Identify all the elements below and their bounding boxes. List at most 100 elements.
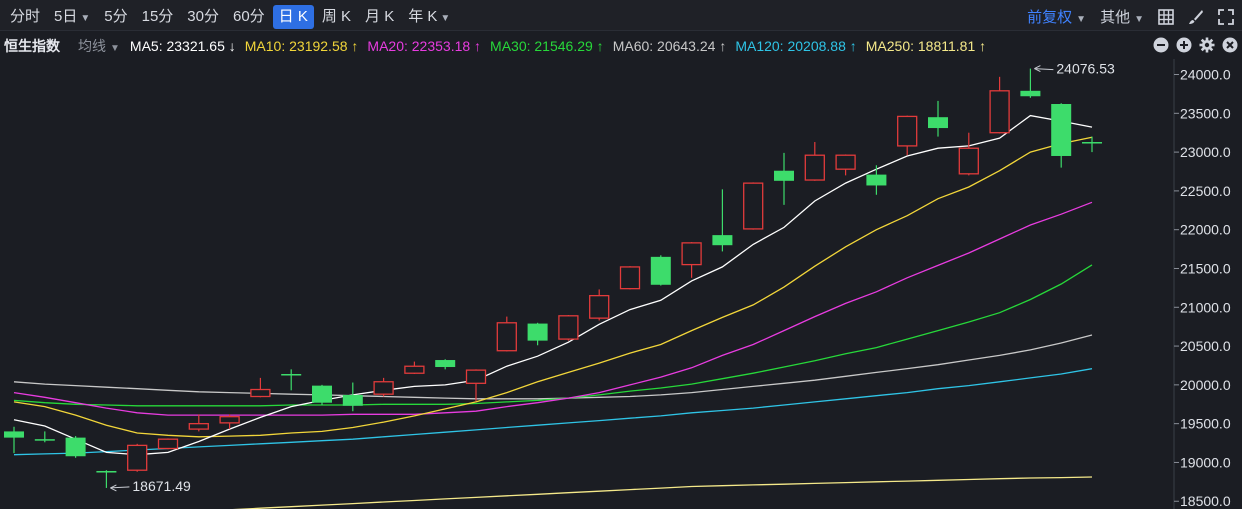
ma-legend-item: MA20: 22353.18 ↑ xyxy=(367,38,482,54)
y-tick-label: 23000.0 xyxy=(1180,144,1231,160)
y-tick-label: 23500.0 xyxy=(1180,105,1231,121)
candle-body xyxy=(989,90,1010,134)
candle-body xyxy=(619,266,641,290)
annotation-arrowhead xyxy=(110,484,117,492)
candle-body xyxy=(897,115,918,147)
candle-body xyxy=(404,365,425,374)
ma-legend-item: MA5: 23321.65 ↓ xyxy=(129,38,236,54)
grid-icon[interactable] xyxy=(1158,8,1174,25)
tab-period[interactable]: 周 K xyxy=(316,5,357,29)
candle-body xyxy=(1020,90,1041,97)
tab-period[interactable]: 5日 ▼ xyxy=(48,5,96,29)
annotation-arrow xyxy=(110,486,130,489)
chevron-down-icon: ▼ xyxy=(1076,14,1087,25)
kline-chart[interactable]: 24000.0 23500.0 23000.0 22500.0 22000.0 21500… xyxy=(0,59,1242,509)
ma-controls xyxy=(1153,37,1238,53)
tab-label: 5日 xyxy=(54,8,78,25)
y-tick-label: 21000.0 xyxy=(1180,299,1231,315)
candle-body xyxy=(496,322,517,352)
minus-circle-icon[interactable] xyxy=(1153,37,1169,53)
tab-period[interactable]: 60分 xyxy=(227,5,271,29)
candle-body xyxy=(835,154,856,170)
index-title: 恒生指数 xyxy=(4,38,60,54)
ma-legend-item: MA30: 21546.29 ↑ xyxy=(490,38,604,54)
candle-body xyxy=(157,438,179,450)
candle-body xyxy=(465,369,487,384)
candle-body xyxy=(928,117,948,129)
ma-selector-label: 均线 xyxy=(78,38,106,54)
candle-body xyxy=(250,388,271,398)
tab-period[interactable]: 月 K xyxy=(359,5,400,29)
tab-label: 15分 xyxy=(141,8,174,25)
annotation-arrow xyxy=(1034,68,1054,71)
y-tick-label: 19000.0 xyxy=(1180,454,1231,470)
adjust-label: 前复权 xyxy=(1027,9,1073,26)
ma-legend-item: MA120: 20208.88 ↑ xyxy=(735,38,857,54)
tab-period[interactable]: 日 K xyxy=(272,5,314,29)
tab-label: 60分 xyxy=(232,8,265,25)
chevron-down-icon: ▼ xyxy=(440,13,451,24)
tab-label: 分时 xyxy=(10,8,41,25)
ma60-line xyxy=(13,334,1093,400)
ma-legend-item: MA10: 23192.58 ↑ xyxy=(244,38,359,54)
tab-label: 日 K xyxy=(278,8,308,25)
brush-icon[interactable] xyxy=(1188,9,1204,25)
annotation-label: 18671.49 xyxy=(132,478,191,494)
right-tools: 前复权 ▼ 其他 ▼ xyxy=(1027,6,1234,27)
expand-icon[interactable] xyxy=(1218,8,1234,25)
candle-body xyxy=(312,385,332,403)
ma10-line xyxy=(13,136,1093,438)
ma20-line xyxy=(13,201,1093,416)
candle-body xyxy=(804,154,825,181)
candle-body xyxy=(373,381,394,395)
y-tick-label: 22500.0 xyxy=(1180,183,1231,199)
tab-label: 5分 xyxy=(104,8,128,25)
ma120-line xyxy=(13,368,1093,456)
y-tick-label: 19500.0 xyxy=(1180,416,1231,432)
tab-label: 年 K xyxy=(408,8,438,25)
candle-body xyxy=(342,394,363,406)
candle-body xyxy=(558,315,579,340)
tab-period[interactable]: 5分 xyxy=(98,5,133,29)
candle-body xyxy=(34,439,55,441)
candle-body xyxy=(1051,104,1072,156)
candle-body xyxy=(958,147,979,175)
y-tick-label: 21500.0 xyxy=(1180,260,1231,276)
tab-period[interactable]: 30分 xyxy=(181,5,225,29)
tab-period[interactable]: 分时 xyxy=(4,5,46,29)
y-tick-label: 20500.0 xyxy=(1180,338,1231,354)
candle-body xyxy=(774,170,794,181)
y-tick-label: 24000.0 xyxy=(1180,67,1231,83)
ma-legend: 恒生指数 均线 ▼ MA5: 23321.65 ↓ MA10: 23192.58 ↑… xyxy=(4,36,995,56)
tab-period[interactable]: 年 K ▼ xyxy=(402,5,456,29)
candle-body xyxy=(219,416,240,424)
candle-body xyxy=(435,360,456,368)
gear-icon[interactable] xyxy=(1199,37,1215,53)
tab-period[interactable]: 15分 xyxy=(136,5,180,29)
candle-body xyxy=(127,444,148,471)
close-circle-icon[interactable] xyxy=(1222,37,1238,53)
annotation-arrowhead xyxy=(1034,65,1041,73)
candle-body xyxy=(281,374,302,376)
ma-selector[interactable]: 均线 ▼ xyxy=(78,36,120,56)
chevron-down-icon: ▼ xyxy=(1134,14,1144,25)
ma30-line xyxy=(13,264,1093,407)
other-dropdown[interactable]: 其他 ▼ xyxy=(1100,6,1144,27)
candle-body xyxy=(527,323,548,341)
candle-body xyxy=(1082,142,1102,144)
candle-body xyxy=(4,431,24,438)
candle-body xyxy=(589,294,610,319)
ma-legend-item: MA250: 18811.81 ↑ xyxy=(865,38,987,54)
candle-body xyxy=(650,256,671,285)
y-tick-label: 20000.0 xyxy=(1180,377,1231,393)
chevron-down-icon: ▼ xyxy=(80,13,91,24)
plus-circle-icon[interactable] xyxy=(1176,37,1192,53)
y-tick-label: 18500.0 xyxy=(1180,493,1231,509)
adjust-dropdown[interactable]: 前复权 ▼ xyxy=(1027,6,1086,27)
candle-body xyxy=(65,437,86,457)
ma-legend-item: MA60: 20643.24 ↑ xyxy=(612,38,727,54)
y-tick-label: 22000.0 xyxy=(1180,222,1231,238)
candle-body xyxy=(743,182,764,230)
